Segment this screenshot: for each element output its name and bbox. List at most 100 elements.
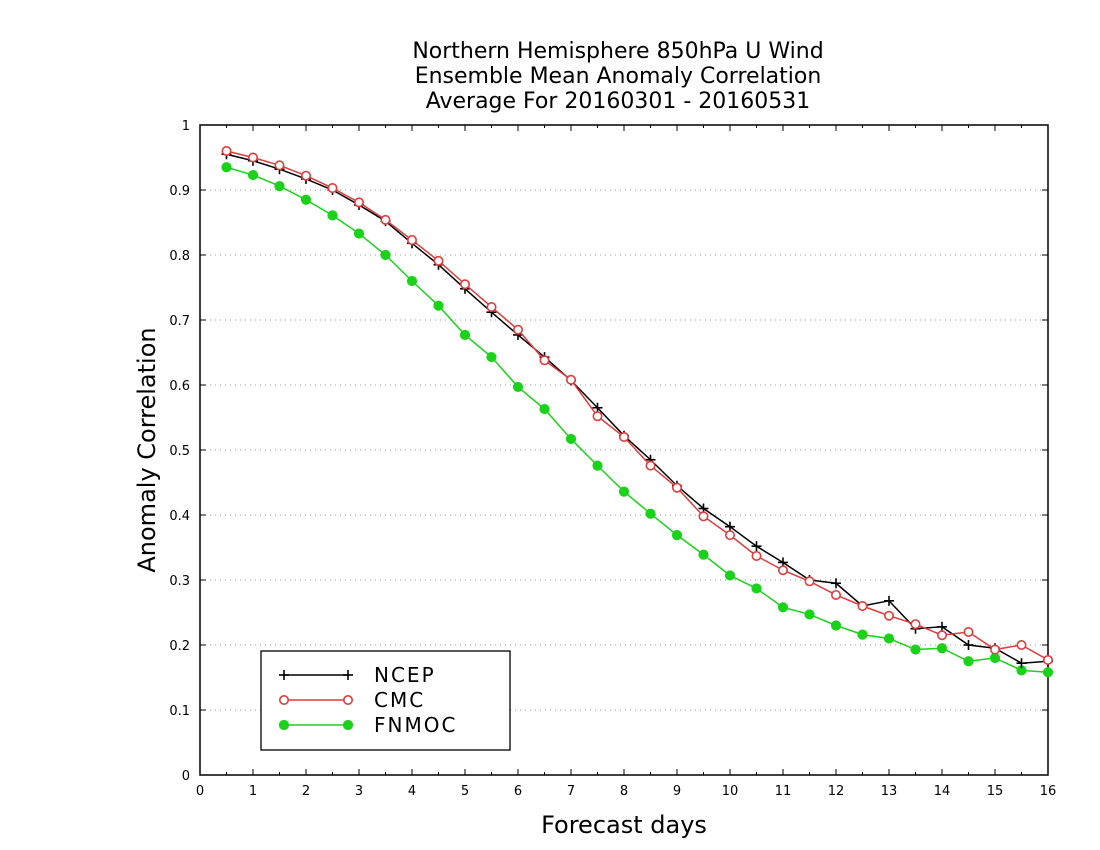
legend-label-ncep: NCEP bbox=[374, 663, 436, 687]
legend-marker-fnmoc-end bbox=[342, 719, 354, 731]
legend-item-cmc: CMC bbox=[278, 688, 423, 712]
point-ncep-19 bbox=[725, 521, 735, 532]
point-cmc-16 bbox=[645, 460, 656, 471]
legend-marker-ncep-start bbox=[279, 670, 289, 680]
point-fnmoc-11 bbox=[512, 381, 524, 393]
point-cmc-30 bbox=[1016, 639, 1027, 650]
y-tick-label-0.7: 0.7 bbox=[169, 314, 190, 329]
series-ncep bbox=[221, 149, 1053, 669]
point-fnmoc-21 bbox=[777, 602, 789, 613]
legend-marker-cmc-start bbox=[278, 694, 289, 705]
point-cmc-8 bbox=[433, 255, 444, 266]
point-cmc-7 bbox=[406, 235, 417, 246]
x-tick-label-13: 13 bbox=[881, 784, 898, 799]
chart-title: Northern Hemisphere 850hPa U WindEnsembl… bbox=[412, 39, 823, 114]
point-cmc-22 bbox=[804, 576, 815, 587]
point-cmc-10 bbox=[486, 301, 497, 312]
x-tick-label-9: 9 bbox=[673, 784, 681, 799]
point-cmc-2 bbox=[274, 160, 285, 171]
point-fnmoc-20 bbox=[751, 583, 762, 594]
series-line-fnmoc bbox=[226, 166, 1049, 674]
series-line-ncep bbox=[226, 153, 1049, 664]
point-fnmoc-3 bbox=[300, 194, 312, 205]
x-tick-label-15: 15 bbox=[987, 784, 1004, 799]
point-fnmoc-7 bbox=[406, 275, 418, 287]
point-fnmoc-0 bbox=[221, 162, 232, 173]
title-line-3: Average For 20160301 - 20160531 bbox=[426, 89, 811, 114]
legend-marker-fnmoc-start bbox=[278, 719, 290, 731]
point-cmc-21 bbox=[777, 565, 788, 576]
point-fnmoc-17 bbox=[671, 530, 683, 541]
x-tick-label-4: 4 bbox=[408, 784, 416, 799]
y-tick-label-1: 1 bbox=[182, 119, 190, 134]
title-line-2: Ensemble Mean Anomaly Correlation bbox=[415, 64, 822, 89]
point-fnmoc-13 bbox=[565, 433, 577, 445]
x-tick-label-16: 16 bbox=[1040, 784, 1057, 799]
point-fnmoc-19 bbox=[724, 570, 736, 581]
x-tick-label-8: 8 bbox=[620, 784, 628, 799]
x-tick-label-12: 12 bbox=[828, 784, 845, 799]
y-tick-label-0.6: 0.6 bbox=[169, 379, 190, 394]
point-cmc-5 bbox=[353, 197, 364, 208]
series-fnmoc bbox=[221, 162, 1054, 678]
point-ncep-20 bbox=[751, 541, 762, 552]
x-tick-label-14: 14 bbox=[934, 784, 951, 799]
gridlines bbox=[200, 189, 1048, 711]
point-fnmoc-9 bbox=[459, 329, 471, 341]
point-fnmoc-31 bbox=[1042, 667, 1054, 678]
x-tick-label-10: 10 bbox=[722, 784, 739, 799]
series-cmc bbox=[221, 146, 1054, 665]
point-cmc-13 bbox=[565, 374, 576, 385]
point-fnmoc-12 bbox=[539, 403, 550, 415]
point-fnmoc-16 bbox=[645, 508, 656, 519]
point-cmc-24 bbox=[857, 600, 868, 611]
point-cmc-11 bbox=[512, 324, 523, 335]
x-tick-label-7: 7 bbox=[567, 784, 575, 799]
x-tick-label-6: 6 bbox=[514, 784, 522, 799]
point-cmc-12 bbox=[539, 355, 550, 366]
y-tick-label-0.2: 0.2 bbox=[169, 639, 190, 654]
axis-ticks bbox=[199, 124, 1049, 776]
point-cmc-29 bbox=[989, 644, 1000, 655]
point-fnmoc-10 bbox=[486, 351, 497, 363]
point-cmc-25 bbox=[883, 610, 894, 621]
point-fnmoc-2 bbox=[274, 181, 285, 192]
point-ncep-23 bbox=[831, 578, 841, 589]
x-tick-label-0: 0 bbox=[196, 784, 204, 799]
legend-label-fnmoc: FNMOC bbox=[374, 713, 457, 737]
point-fnmoc-29 bbox=[989, 652, 1001, 664]
point-cmc-9 bbox=[459, 279, 470, 290]
point-cmc-6 bbox=[380, 214, 391, 225]
point-fnmoc-27 bbox=[936, 643, 948, 654]
point-cmc-20 bbox=[751, 550, 762, 561]
point-fnmoc-6 bbox=[380, 249, 391, 261]
point-cmc-26 bbox=[910, 619, 921, 630]
y-tick-label-0.4: 0.4 bbox=[169, 509, 190, 524]
y-tick-label-0.8: 0.8 bbox=[169, 249, 190, 264]
point-cmc-0 bbox=[221, 146, 232, 157]
point-cmc-15 bbox=[618, 431, 629, 442]
point-fnmoc-26 bbox=[910, 644, 921, 655]
legend-item-fnmoc: FNMOC bbox=[278, 713, 457, 737]
y-tick-label-0.5: 0.5 bbox=[169, 444, 190, 459]
y-tick-label-0.3: 0.3 bbox=[169, 574, 190, 589]
x-tick-labels: 0 1 2 3 4 5 6 7 8 9 10 11 12 13 14 15 16 bbox=[196, 784, 1056, 799]
point-fnmoc-8 bbox=[433, 300, 444, 311]
x-tick-label-2: 2 bbox=[302, 784, 310, 799]
point-cmc-3 bbox=[300, 170, 311, 181]
point-cmc-28 bbox=[963, 626, 974, 637]
point-fnmoc-5 bbox=[353, 228, 365, 239]
legend-marker-ncep-end bbox=[343, 670, 353, 680]
point-fnmoc-28 bbox=[963, 656, 974, 667]
y-axis-label: Anomaly Correlation bbox=[133, 327, 161, 572]
point-fnmoc-4 bbox=[327, 210, 338, 221]
data-series bbox=[221, 146, 1054, 678]
point-fnmoc-1 bbox=[247, 169, 259, 181]
x-tick-label-5: 5 bbox=[461, 784, 469, 799]
point-ncep-28 bbox=[963, 640, 974, 650]
y-tick-label-0.1: 0.1 bbox=[169, 704, 190, 719]
point-cmc-14 bbox=[592, 411, 603, 422]
y-tick-label-0.9: 0.9 bbox=[169, 184, 190, 199]
